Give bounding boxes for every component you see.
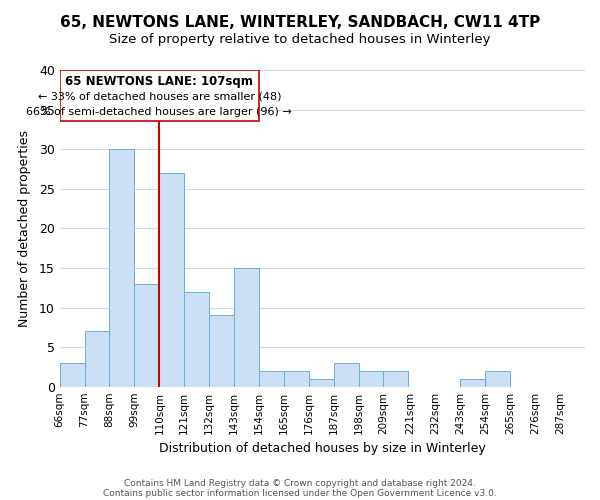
Text: 65, NEWTONS LANE, WINTERLEY, SANDBACH, CW11 4TP: 65, NEWTONS LANE, WINTERLEY, SANDBACH, C… <box>60 15 540 30</box>
FancyBboxPatch shape <box>59 70 259 122</box>
Text: ← 33% of detached houses are smaller (48): ← 33% of detached houses are smaller (48… <box>38 92 281 102</box>
Bar <box>485 371 510 386</box>
Bar <box>134 284 160 386</box>
Bar <box>59 363 85 386</box>
Bar <box>234 268 259 386</box>
Text: 66% of semi-detached houses are larger (96) →: 66% of semi-detached houses are larger (… <box>26 107 292 117</box>
Bar <box>383 371 409 386</box>
Bar <box>359 371 383 386</box>
Bar <box>184 292 209 386</box>
Bar <box>85 332 109 386</box>
Bar <box>460 379 485 386</box>
Bar <box>209 316 234 386</box>
Bar <box>160 173 184 386</box>
Bar <box>259 371 284 386</box>
Bar <box>109 149 134 386</box>
Bar <box>309 379 334 386</box>
Text: 65 NEWTONS LANE: 107sqm: 65 NEWTONS LANE: 107sqm <box>65 75 253 88</box>
Text: Contains public sector information licensed under the Open Government Licence v3: Contains public sector information licen… <box>103 488 497 498</box>
Text: Contains HM Land Registry data © Crown copyright and database right 2024.: Contains HM Land Registry data © Crown c… <box>124 478 476 488</box>
X-axis label: Distribution of detached houses by size in Winterley: Distribution of detached houses by size … <box>159 442 486 455</box>
Y-axis label: Number of detached properties: Number of detached properties <box>17 130 31 327</box>
Bar <box>334 363 359 386</box>
Text: Size of property relative to detached houses in Winterley: Size of property relative to detached ho… <box>109 32 491 46</box>
Bar <box>284 371 309 386</box>
